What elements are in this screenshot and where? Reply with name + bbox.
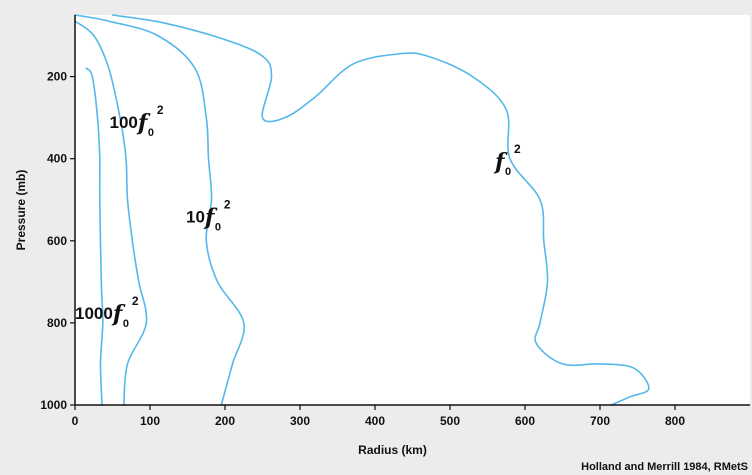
y-tick-label-3: 800 [47, 316, 67, 330]
x-tick-label-0: 0 [72, 414, 79, 428]
y-tick-label-4: 1000 [40, 398, 67, 412]
x-tick-label-8: 800 [665, 414, 685, 428]
contour-label-3: f 02 [493, 142, 521, 178]
axes-layer: 0 100 200 300 400 500 600 700 800200400600800100… [40, 15, 750, 428]
x-tick-label-3: 300 [290, 414, 310, 428]
contour-line-1 [74, 20, 148, 406]
contour-label-sup-2: 2 [224, 197, 231, 211]
y-axis-title: Pressure (mb) [14, 170, 28, 251]
contour-label-sub-3: 0 [505, 166, 511, 178]
contour-label-f-3: f [493, 149, 508, 175]
x-axis-title: Radius (km) [358, 443, 427, 457]
y-tick-label-2: 600 [47, 234, 67, 248]
source-credit: Holland and Merrill 1984, RMetS [581, 461, 748, 473]
contour-label-1: 100 f 02 [110, 103, 164, 139]
contour-label-sup-0: 2 [132, 294, 139, 308]
contour-label-coef-2: 10 [186, 207, 205, 226]
contour-label-0: 1000 f 02 [75, 294, 139, 330]
x-tick-label-2: 200 [215, 414, 235, 428]
contour-label-coef-0: 1000 [75, 304, 113, 323]
y-tick-label-1: 400 [47, 152, 67, 166]
contour-label-sub-1: 0 [148, 127, 154, 139]
contour-line-3 [111, 14, 650, 406]
series-layer [74, 14, 650, 406]
contour-label-sub-0: 0 [123, 318, 129, 330]
contour-label-sub-2: 0 [215, 221, 221, 233]
contour-label-f-1: f [136, 110, 151, 136]
contour-line-2 [74, 14, 245, 406]
contour-label-sup-3: 2 [514, 142, 521, 156]
plot-area [75, 15, 750, 405]
x-tick-label-7: 700 [590, 414, 610, 428]
x-tick-label-1: 100 [140, 414, 160, 428]
x-tick-label-5: 500 [440, 414, 460, 428]
contour-label-sup-1: 2 [157, 103, 164, 117]
contour-label-f-2: f [203, 204, 218, 230]
x-tick-label-4: 400 [365, 414, 385, 428]
y-tick-label-0: 200 [47, 70, 67, 84]
contour-line-0 [85, 67, 104, 406]
x-tick-label-6: 600 [515, 414, 535, 428]
contour-label-f-0: f [111, 301, 126, 327]
contour-label-2: 10 f 02 [186, 197, 231, 233]
contour-label-coef-1: 100 [110, 113, 138, 132]
